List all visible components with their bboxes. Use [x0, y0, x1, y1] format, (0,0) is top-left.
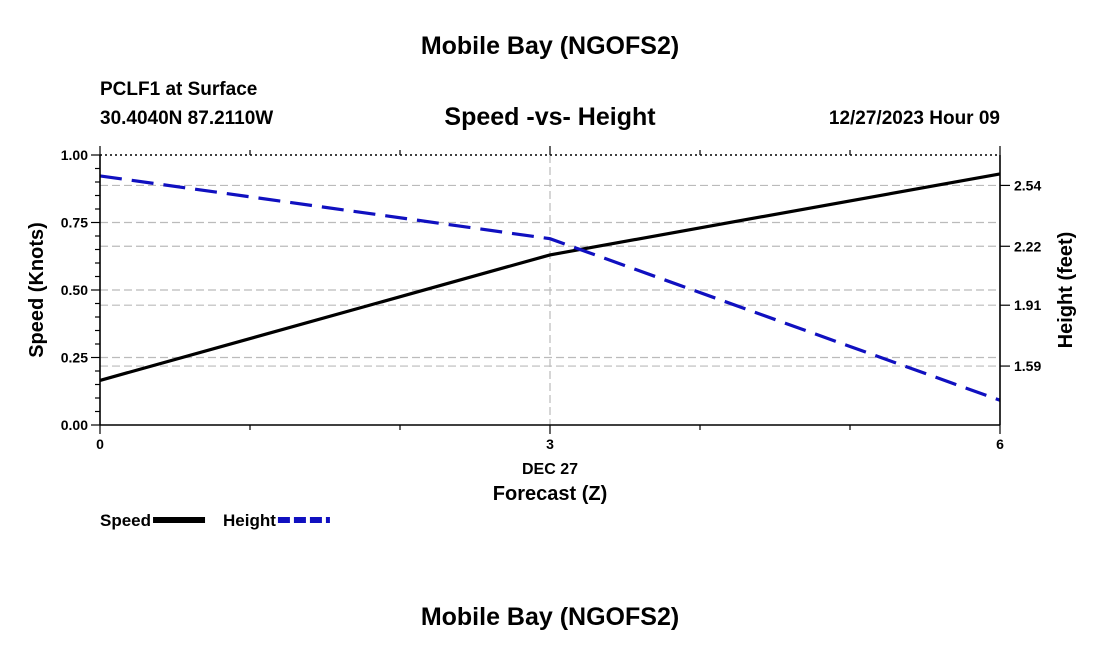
right-tick-label-1: 1.91 — [1014, 297, 1041, 313]
x-axis-title: Forecast (Z) — [493, 483, 607, 505]
grid-lines — [100, 155, 1000, 425]
station-name: PCLF1 at Surface — [100, 79, 257, 100]
left-tick-label-4: 1.00 — [61, 147, 88, 163]
left-tick-label-0: 0.00 — [61, 417, 88, 433]
series-line-height — [99, 174, 1001, 402]
left-tick-label-3: 0.75 — [61, 215, 88, 231]
left-tick-label-2: 0.50 — [61, 282, 88, 298]
legend-label-speed: Speed — [100, 511, 151, 530]
forecast-time: 12/27/2023 Hour 09 — [829, 108, 1000, 129]
series-lines — [99, 172, 1001, 402]
page-title-top: Mobile Bay (NGOFS2) — [421, 32, 679, 60]
legend: Speed Height — [100, 511, 330, 530]
y-axis-right-title: Height (feet) — [1055, 232, 1077, 349]
tick-marks: 0.00 0.25 0.50 0.75 1.00 1.59 1.91 2.22 2.54 0 3 6 — [61, 146, 1041, 452]
x-tick-label-2: 6 — [996, 436, 1004, 452]
station-coords: 30.4040N 87.2110W — [100, 108, 273, 129]
right-tick-label-3: 2.54 — [1014, 177, 1041, 193]
x-tick-label-1: 3 — [546, 436, 554, 452]
chart-title: Speed -vs- Height — [444, 103, 656, 131]
x-date-label: DEC 27 — [522, 461, 578, 478]
legend-label-height: Height — [223, 511, 276, 530]
left-tick-label-1: 0.25 — [61, 350, 88, 366]
x-tick-label-0: 0 — [96, 436, 104, 452]
right-tick-label-2: 2.22 — [1014, 238, 1041, 254]
right-tick-label-0: 1.59 — [1014, 358, 1041, 374]
y-axis-left-title: Speed (Knots) — [26, 222, 48, 358]
page-title-bottom: Mobile Bay (NGOFS2) — [421, 603, 679, 631]
series-line-speed — [99, 172, 1001, 382]
